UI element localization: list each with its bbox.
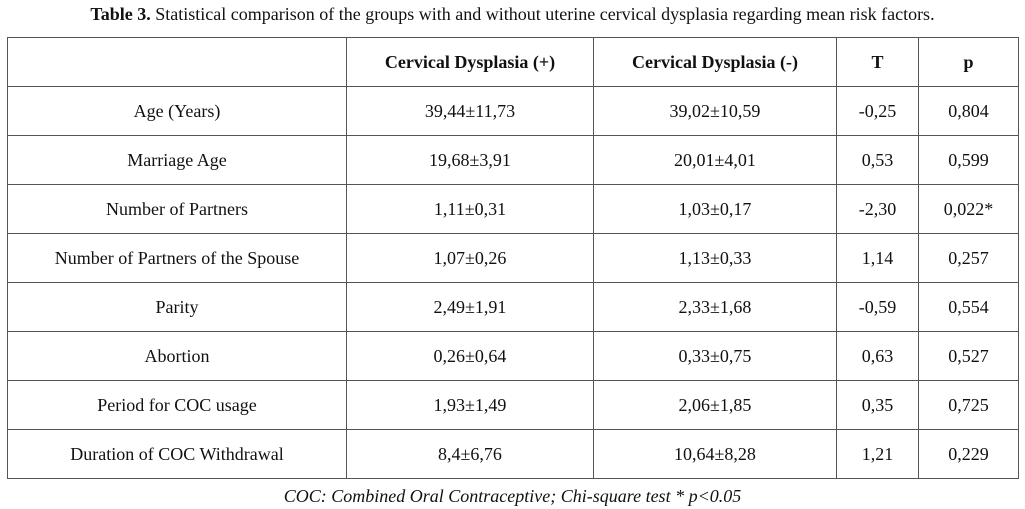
t-value-cell: 1,21 bbox=[836, 429, 919, 479]
table-row: Age (Years) 39,44±11,73 39,02±10,59 -0,2… bbox=[7, 86, 1019, 136]
dysplasia-negative-cell: 1,03±0,17 bbox=[593, 184, 837, 234]
risk-factor-table: Cervical Dysplasia (+) Cervical Dysplasi… bbox=[7, 37, 1019, 479]
p-value-cell: 0,725 bbox=[918, 380, 1019, 430]
dysplasia-positive-cell: 8,4±6,76 bbox=[346, 429, 594, 479]
table-caption-text: Statistical comparison of the groups wit… bbox=[150, 4, 935, 24]
t-value-cell: -2,30 bbox=[836, 184, 919, 234]
p-value-cell: 0,527 bbox=[918, 331, 1019, 381]
table-row: Number of Partners 1,11±0,31 1,03±0,17 -… bbox=[7, 184, 1019, 234]
table-row: Marriage Age 19,68±3,91 20,01±4,01 0,53 … bbox=[7, 135, 1019, 185]
risk-factor-cell: Marriage Age bbox=[7, 135, 347, 185]
p-value-cell: 0,599 bbox=[918, 135, 1019, 185]
t-value-cell: 1,14 bbox=[836, 233, 919, 283]
dysplasia-positive-cell: 1,11±0,31 bbox=[346, 184, 594, 234]
t-value-cell: 0,35 bbox=[836, 380, 919, 430]
dysplasia-negative-cell: 2,06±1,85 bbox=[593, 380, 837, 430]
risk-factor-cell: Duration of COC Withdrawal bbox=[7, 429, 347, 479]
dysplasia-positive-cell: 1,93±1,49 bbox=[346, 380, 594, 430]
table-row: Number of Partners of the Spouse 1,07±0,… bbox=[7, 233, 1019, 283]
table-row: Parity 2,49±1,91 2,33±1,68 -0,59 0,554 bbox=[7, 282, 1019, 332]
dysplasia-negative-cell: 1,13±0,33 bbox=[593, 233, 837, 283]
header-dysplasia-positive: Cervical Dysplasia (+) bbox=[346, 37, 594, 87]
p-value-cell: 0,022* bbox=[918, 184, 1019, 234]
risk-factor-cell: Age (Years) bbox=[7, 86, 347, 136]
p-value-cell: 0,257 bbox=[918, 233, 1019, 283]
header-dysplasia-negative: Cervical Dysplasia (-) bbox=[593, 37, 837, 87]
t-value-cell: 0,63 bbox=[836, 331, 919, 381]
dysplasia-negative-cell: 39,02±10,59 bbox=[593, 86, 837, 136]
table-row: Abortion 0,26±0,64 0,33±0,75 0,63 0,527 bbox=[7, 331, 1019, 381]
table-caption: Table 3. Statistical comparison of the g… bbox=[0, 3, 1025, 25]
p-value-cell: 0,804 bbox=[918, 86, 1019, 136]
dysplasia-positive-cell: 19,68±3,91 bbox=[346, 135, 594, 185]
table-row: Period for COC usage 1,93±1,49 2,06±1,85… bbox=[7, 380, 1019, 430]
t-value-cell: 0,53 bbox=[836, 135, 919, 185]
dysplasia-positive-cell: 1,07±0,26 bbox=[346, 233, 594, 283]
t-value-cell: -0,59 bbox=[836, 282, 919, 332]
risk-factor-cell: Parity bbox=[7, 282, 347, 332]
header-t-value: T bbox=[836, 37, 919, 87]
dysplasia-positive-cell: 2,49±1,91 bbox=[346, 282, 594, 332]
p-value-cell: 0,229 bbox=[918, 429, 1019, 479]
p-value-cell: 0,554 bbox=[918, 282, 1019, 332]
dysplasia-negative-cell: 10,64±8,28 bbox=[593, 429, 837, 479]
header-risk-factor bbox=[7, 37, 347, 87]
dysplasia-negative-cell: 0,33±0,75 bbox=[593, 331, 837, 381]
dysplasia-positive-cell: 0,26±0,64 bbox=[346, 331, 594, 381]
risk-factor-cell: Period for COC usage bbox=[7, 380, 347, 430]
risk-factor-cell: Number of Partners bbox=[7, 184, 347, 234]
table-header-row: Cervical Dysplasia (+) Cervical Dysplasi… bbox=[7, 37, 1019, 87]
t-value-cell: -0,25 bbox=[836, 86, 919, 136]
table-row: Duration of COC Withdrawal 8,4±6,76 10,6… bbox=[7, 429, 1019, 479]
header-p-value: p bbox=[918, 37, 1019, 87]
table-caption-label: Table 3. bbox=[90, 4, 151, 24]
risk-factor-cell: Number of Partners of the Spouse bbox=[7, 233, 347, 283]
dysplasia-positive-cell: 39,44±11,73 bbox=[346, 86, 594, 136]
dysplasia-negative-cell: 20,01±4,01 bbox=[593, 135, 837, 185]
table-footnote: COC: Combined Oral Contraceptive; Chi-sq… bbox=[283, 486, 742, 506]
dysplasia-negative-cell: 2,33±1,68 bbox=[593, 282, 837, 332]
risk-factor-cell: Abortion bbox=[7, 331, 347, 381]
